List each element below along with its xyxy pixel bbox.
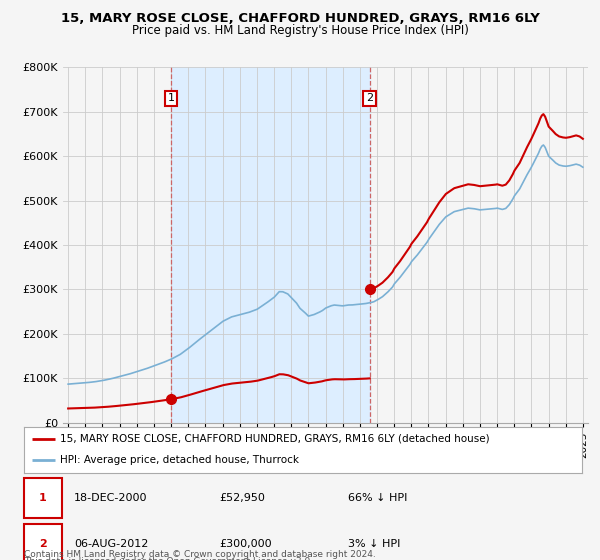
Text: 2: 2 [39,539,47,549]
FancyBboxPatch shape [24,524,62,560]
Text: 18-DEC-2000: 18-DEC-2000 [74,493,148,503]
Text: Contains HM Land Registry data © Crown copyright and database right 2024.: Contains HM Land Registry data © Crown c… [24,550,376,559]
Text: 1: 1 [39,493,47,503]
Text: 15, MARY ROSE CLOSE, CHAFFORD HUNDRED, GRAYS, RM16 6LY (detached house): 15, MARY ROSE CLOSE, CHAFFORD HUNDRED, G… [60,434,490,444]
Text: Price paid vs. HM Land Registry's House Price Index (HPI): Price paid vs. HM Land Registry's House … [131,24,469,36]
Text: 15, MARY ROSE CLOSE, CHAFFORD HUNDRED, GRAYS, RM16 6LY: 15, MARY ROSE CLOSE, CHAFFORD HUNDRED, G… [61,12,539,25]
Text: 2: 2 [366,94,373,103]
Text: 3% ↓ HPI: 3% ↓ HPI [347,539,400,549]
Text: £300,000: £300,000 [220,539,272,549]
Text: 1: 1 [167,94,175,103]
Text: HPI: Average price, detached house, Thurrock: HPI: Average price, detached house, Thur… [60,455,299,465]
Text: £52,950: £52,950 [220,493,265,503]
Bar [171,67,370,423]
FancyBboxPatch shape [24,478,62,518]
Text: 66% ↓ HPI: 66% ↓ HPI [347,493,407,503]
Text: 06-AUG-2012: 06-AUG-2012 [74,539,149,549]
Text: This data is licensed under the Open Government Licence v3.0.: This data is licensed under the Open Gov… [24,557,313,560]
